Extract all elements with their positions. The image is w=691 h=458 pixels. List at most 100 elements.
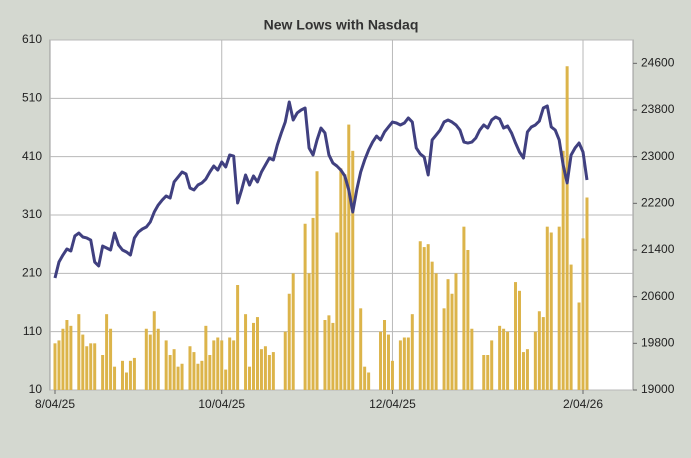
line (53, 100, 589, 279)
bar (379, 331, 383, 390)
bar (208, 355, 212, 390)
bar (216, 337, 220, 390)
bar (144, 328, 148, 390)
bar (224, 369, 228, 390)
bar (152, 311, 156, 390)
bar (521, 352, 525, 390)
bar (514, 282, 518, 390)
bar (77, 314, 81, 390)
y-tick-label: 210 (22, 266, 42, 280)
bar (89, 343, 93, 390)
bar (482, 355, 486, 390)
bar (450, 293, 454, 390)
bar (101, 355, 105, 390)
x-tick-label: 2/04/26 (563, 397, 603, 411)
bar (220, 340, 224, 390)
bar (105, 314, 109, 390)
bar (498, 325, 502, 390)
bar (581, 238, 585, 390)
bar (271, 352, 275, 390)
chart-title: New Lows with Nasdaq (264, 17, 419, 33)
bar (204, 325, 208, 390)
x-tick-label: 10/04/25 (198, 397, 245, 411)
bar (502, 328, 506, 390)
bar (470, 328, 474, 390)
y2-tick-label: 22200 (641, 196, 675, 210)
bar (172, 349, 176, 390)
bar (585, 197, 589, 390)
bar (311, 217, 315, 390)
bar (430, 261, 434, 390)
bar (93, 343, 97, 390)
bar (426, 244, 430, 390)
bar (525, 349, 529, 390)
y2-tick-label: 19000 (641, 382, 675, 396)
bar (422, 247, 426, 390)
bar (303, 223, 307, 390)
bar (418, 241, 422, 390)
bar (212, 340, 216, 390)
bar (486, 355, 490, 390)
bar (347, 124, 351, 390)
bar (113, 366, 117, 390)
bar (65, 320, 69, 390)
y-tick-label: 310 (22, 207, 42, 221)
y-tick-label: 110 (23, 324, 42, 338)
bar (490, 340, 494, 390)
bar (244, 314, 248, 390)
bar (549, 232, 553, 390)
bar (156, 328, 160, 390)
bar (557, 226, 561, 390)
bar (331, 322, 335, 390)
bar (232, 340, 236, 390)
bar (390, 360, 394, 390)
bar (164, 340, 168, 390)
bar (323, 320, 327, 390)
bar (287, 293, 291, 390)
bar (545, 226, 549, 390)
bar (176, 366, 180, 390)
bar (61, 328, 65, 390)
bar (506, 331, 510, 390)
bar (228, 337, 232, 390)
y2-tick-label: 20600 (641, 289, 675, 303)
x-tick-label: 12/04/25 (369, 397, 416, 411)
y2-tick-label: 24600 (641, 56, 675, 70)
bar (263, 346, 267, 390)
bar (383, 320, 387, 390)
bar (307, 273, 311, 390)
bar (442, 308, 446, 390)
y-tick-label: 510 (22, 91, 42, 105)
bar (339, 168, 343, 390)
bar (180, 363, 184, 390)
bar (327, 315, 331, 390)
bar (351, 150, 355, 390)
bar (188, 346, 192, 390)
y-tick-label: 410 (22, 149, 42, 163)
bar (533, 331, 537, 390)
bar (236, 285, 240, 390)
y2-tick-label: 23800 (641, 102, 675, 116)
bar (196, 363, 200, 390)
bar (252, 322, 255, 390)
bar (85, 346, 89, 390)
bar (446, 279, 450, 390)
bar (402, 337, 406, 390)
y2-tick-label: 19800 (641, 336, 675, 350)
bar (410, 314, 414, 390)
bar (109, 328, 113, 390)
bar (132, 357, 136, 390)
bar (359, 308, 363, 390)
bar (454, 273, 458, 390)
bar (565, 66, 569, 390)
bar (120, 360, 124, 390)
bar (367, 372, 371, 390)
y2-tick-label: 23000 (641, 149, 675, 163)
bar (69, 325, 73, 390)
y2-tick-label: 21400 (641, 242, 675, 256)
bar (315, 171, 319, 390)
bar (124, 372, 128, 390)
bar (343, 174, 347, 390)
bar (148, 334, 152, 390)
bar (517, 290, 521, 390)
